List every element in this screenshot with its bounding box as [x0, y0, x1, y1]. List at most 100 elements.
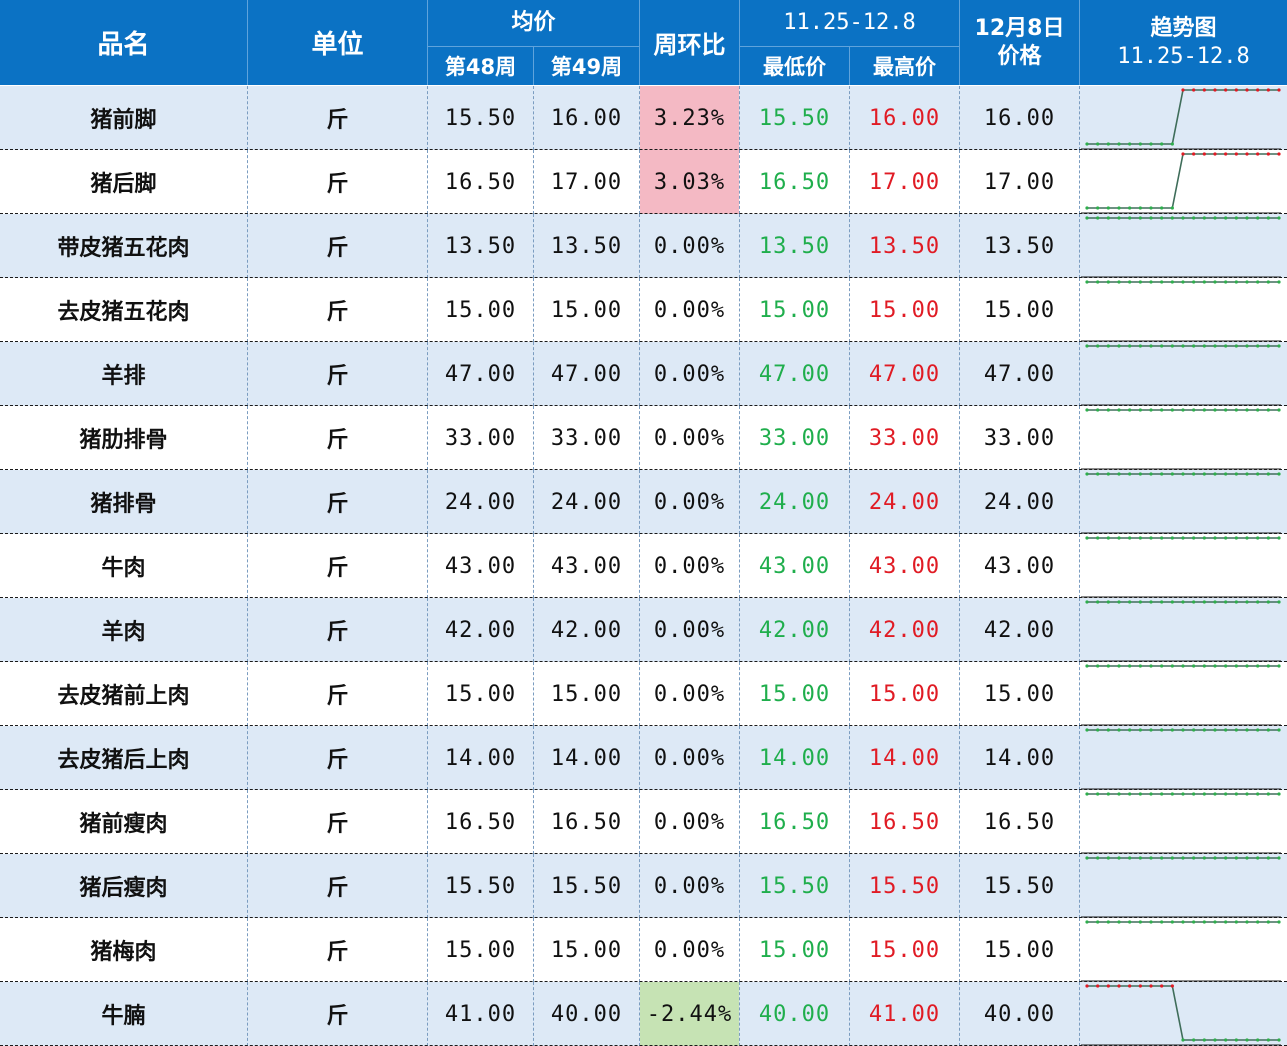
column-divider	[533, 854, 534, 918]
column-divider	[739, 918, 740, 982]
trend-point	[1277, 88, 1281, 92]
trend-sparkline	[1081, 88, 1281, 150]
table-row: 牛肉 斤 43.00 43.00 0.00% 43.00 43.00 43.00	[0, 534, 1287, 598]
trend-point	[1234, 792, 1238, 796]
table-row: 猪后瘦肉 斤 15.50 15.50 0.00% 15.50 15.50 15.50	[0, 854, 1287, 918]
column-divider	[739, 726, 740, 790]
header-divider	[739, 0, 740, 85]
unit: 斤	[326, 1004, 349, 1029]
table-row: 羊肉 斤 42.00 42.00 0.00% 42.00 42.00 42.00	[0, 598, 1287, 662]
min-price: 43.00	[758, 553, 831, 579]
unit: 斤	[326, 300, 349, 325]
column-divider	[247, 278, 248, 342]
trend-point	[1202, 344, 1206, 348]
table-row: 去皮猪前上肉 斤 15.00 15.00 0.00% 15.00 15.00 15.00	[0, 662, 1287, 726]
dec8-price: 47.00	[983, 361, 1056, 387]
column-divider	[247, 470, 248, 534]
column-divider	[739, 598, 740, 662]
trend-point	[1181, 856, 1185, 860]
trend-point	[1085, 792, 1089, 796]
trend-point	[1149, 600, 1153, 604]
dec8-price: 16.50	[983, 809, 1056, 835]
column-divider	[247, 406, 248, 470]
column-divider	[1079, 342, 1080, 406]
trend-point	[1149, 984, 1153, 988]
trend-point	[1266, 856, 1270, 860]
max-price: 16.00	[868, 105, 941, 131]
trend-point	[1085, 408, 1089, 412]
trend-point	[1202, 152, 1206, 156]
trend-point	[1117, 408, 1121, 412]
column-divider	[739, 86, 740, 150]
week48-price: 13.50	[444, 233, 517, 259]
trend-point	[1138, 984, 1142, 988]
header-trend: 趋势图 11.25-12.8	[1080, 0, 1287, 85]
row-divider	[0, 277, 1287, 278]
trend-point	[1096, 344, 1100, 348]
trend-point	[1256, 792, 1260, 796]
header-divider	[740, 46, 959, 47]
trend-point	[1160, 600, 1164, 604]
trend-point	[1117, 984, 1121, 988]
product-name: 羊肉	[101, 620, 146, 645]
week49-price: 15.00	[550, 681, 623, 707]
week49-price: 14.00	[550, 745, 623, 771]
trend-point	[1160, 408, 1164, 412]
min-price: 15.50	[758, 105, 831, 131]
row-divider	[0, 149, 1287, 150]
trend-point	[1138, 142, 1142, 146]
trend-point	[1170, 280, 1174, 284]
trend-point	[1160, 280, 1164, 284]
trend-point	[1256, 152, 1260, 156]
row-divider	[0, 853, 1287, 854]
week49-price: 13.50	[550, 233, 623, 259]
column-divider	[959, 662, 960, 726]
trend-point	[1170, 920, 1174, 924]
row-divider	[0, 661, 1287, 662]
trend-point	[1245, 536, 1249, 540]
header-dec8: 12月8日 价格	[960, 0, 1079, 85]
dec8-price: 24.00	[983, 489, 1056, 515]
week49-price: 40.00	[550, 1001, 623, 1027]
header-unit: 单位	[248, 0, 427, 85]
trend-point	[1170, 142, 1174, 146]
column-divider	[959, 150, 960, 214]
trend-point	[1202, 408, 1206, 412]
min-price: 47.00	[758, 361, 831, 387]
trend-point	[1170, 856, 1174, 860]
trend-point	[1202, 600, 1206, 604]
column-divider	[533, 86, 534, 150]
trend-point	[1117, 206, 1121, 210]
trend-point	[1106, 920, 1110, 924]
trend-point	[1245, 792, 1249, 796]
column-divider	[427, 982, 428, 1046]
trend-point	[1245, 280, 1249, 284]
column-divider	[849, 406, 850, 470]
header-divider	[849, 47, 850, 85]
trend-point	[1213, 664, 1217, 668]
product-name: 猪前瘦肉	[79, 812, 168, 837]
unit: 斤	[326, 940, 349, 965]
trend-point	[1106, 536, 1110, 540]
column-divider	[247, 726, 248, 790]
week-over-week: 3.23%	[640, 86, 739, 150]
header-divider	[247, 0, 248, 85]
trend-point	[1170, 792, 1174, 796]
trend-point	[1277, 856, 1281, 860]
column-divider	[533, 598, 534, 662]
trend-point	[1170, 216, 1174, 220]
column-divider	[959, 918, 960, 982]
trend-point	[1160, 920, 1164, 924]
trend-point	[1181, 920, 1185, 924]
trend-point	[1234, 408, 1238, 412]
trend-point	[1266, 408, 1270, 412]
column-divider	[247, 86, 248, 150]
trend-point	[1213, 472, 1217, 476]
week49-price: 16.50	[550, 809, 623, 835]
column-divider	[533, 790, 534, 854]
column-divider	[639, 726, 640, 790]
trend-point	[1096, 216, 1100, 220]
max-price: 15.00	[868, 297, 941, 323]
trend-point	[1138, 472, 1142, 476]
trend-point	[1181, 600, 1185, 604]
